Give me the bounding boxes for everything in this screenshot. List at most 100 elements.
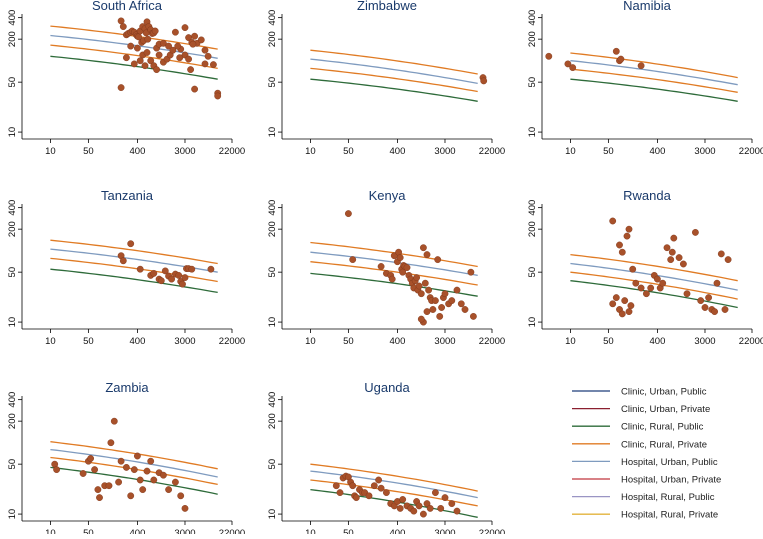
x-tick-label: 400 [390,146,406,157]
x-tick-label: 50 [83,336,94,347]
data-point [174,42,182,50]
x-tick-label: 22000 [219,146,245,157]
data-point [119,257,127,265]
data-point [107,439,115,447]
x-tick-label: 400 [390,528,406,534]
data-point [667,256,675,263]
x-tick-label: 22000 [479,336,505,347]
data-point [139,486,147,493]
data-point [130,60,138,68]
data-point [457,300,465,308]
data-point [159,471,167,479]
y-tick-label: 200 [7,31,18,47]
data-point [629,265,637,273]
fitted-curve [50,34,218,59]
data-point [169,46,177,54]
x-tick-label: 22000 [219,336,245,347]
data-point [94,486,102,493]
data-point [336,489,344,496]
data-point [79,470,87,477]
data-point [349,256,357,263]
data-point [144,35,152,43]
y-tick-label: 200 [7,221,18,237]
x-tick-label: 3000 [434,146,455,157]
data-point [96,494,103,501]
data-point [53,466,60,473]
data-point [399,496,407,503]
fitted-curve [310,463,478,492]
fitted-curve [310,78,478,102]
data-point [150,476,158,484]
data-point [415,502,423,510]
data-point [143,49,151,56]
data-point [181,274,189,281]
data-point [117,457,125,465]
x-tick-label: 3000 [174,528,195,534]
data-point [171,478,179,486]
y-tick-label: 10 [7,127,18,138]
panel-title: Namibia [623,0,671,13]
x-tick-label: 22000 [479,146,505,157]
data-point [632,279,640,287]
y-tick-label: 50 [267,459,278,470]
data-point [187,66,195,74]
y-tick-label: 200 [7,413,18,429]
y-tick-label: 200 [527,221,538,237]
legend-label: Clinic, Urban, Private [621,404,710,415]
data-point [545,52,553,60]
panel-tanzania: Tanzania 10 50 400 3000 22000 10 50 200 400 [7,188,245,347]
data-point [396,254,404,262]
data-point [438,304,445,311]
x-tick-label: 400 [130,336,146,347]
data-point [201,60,209,68]
data-point [675,254,683,262]
data-point [175,271,183,279]
data-point [421,279,429,287]
x-tick-label: 10 [45,336,56,347]
y-tick-label: 200 [267,31,278,47]
fitted-curve [310,272,478,297]
data-point [625,225,633,233]
data-point [467,268,475,276]
data-point [141,62,149,70]
data-point [668,248,676,256]
y-tick-label: 400 [527,10,538,26]
data-point [143,467,151,475]
data-point [207,265,215,273]
panel-title: Uganda [364,380,410,395]
panel-kenya: Kenya 10 50 400 3000 22000 10 50 200 400 [267,188,505,347]
legend-label: Hospital, Urban, Public [621,457,718,468]
data-point [419,510,427,518]
data-point [204,52,212,60]
data-point [670,234,678,242]
data-point [441,494,449,501]
x-tick-label: 50 [343,336,354,347]
data-point [130,466,138,473]
data-point [705,294,712,301]
data-point [110,417,118,425]
data-point [151,27,159,35]
data-point [168,275,176,283]
y-tick-label: 200 [527,31,538,47]
data-point [87,455,95,462]
data-point [344,210,352,218]
fitted-curve [570,253,738,282]
fitted-curve [570,60,738,86]
legend-label: Hospital, Rural, Public [621,492,715,503]
data-point [637,62,645,70]
y-tick-label: 10 [527,127,538,138]
x-tick-label: 400 [130,146,146,157]
data-point [153,66,161,74]
legend-label: Hospital, Urban, Private [621,475,721,486]
x-tick-label: 400 [650,336,666,347]
data-point [434,256,442,263]
y-tick-label: 10 [527,317,538,328]
fitted-curve [310,67,478,93]
data-point [423,308,431,315]
x-tick-label: 3000 [174,146,195,157]
data-point [417,315,425,323]
data-point [127,42,135,50]
y-tick-label: 400 [267,392,278,408]
data-point [191,32,199,40]
